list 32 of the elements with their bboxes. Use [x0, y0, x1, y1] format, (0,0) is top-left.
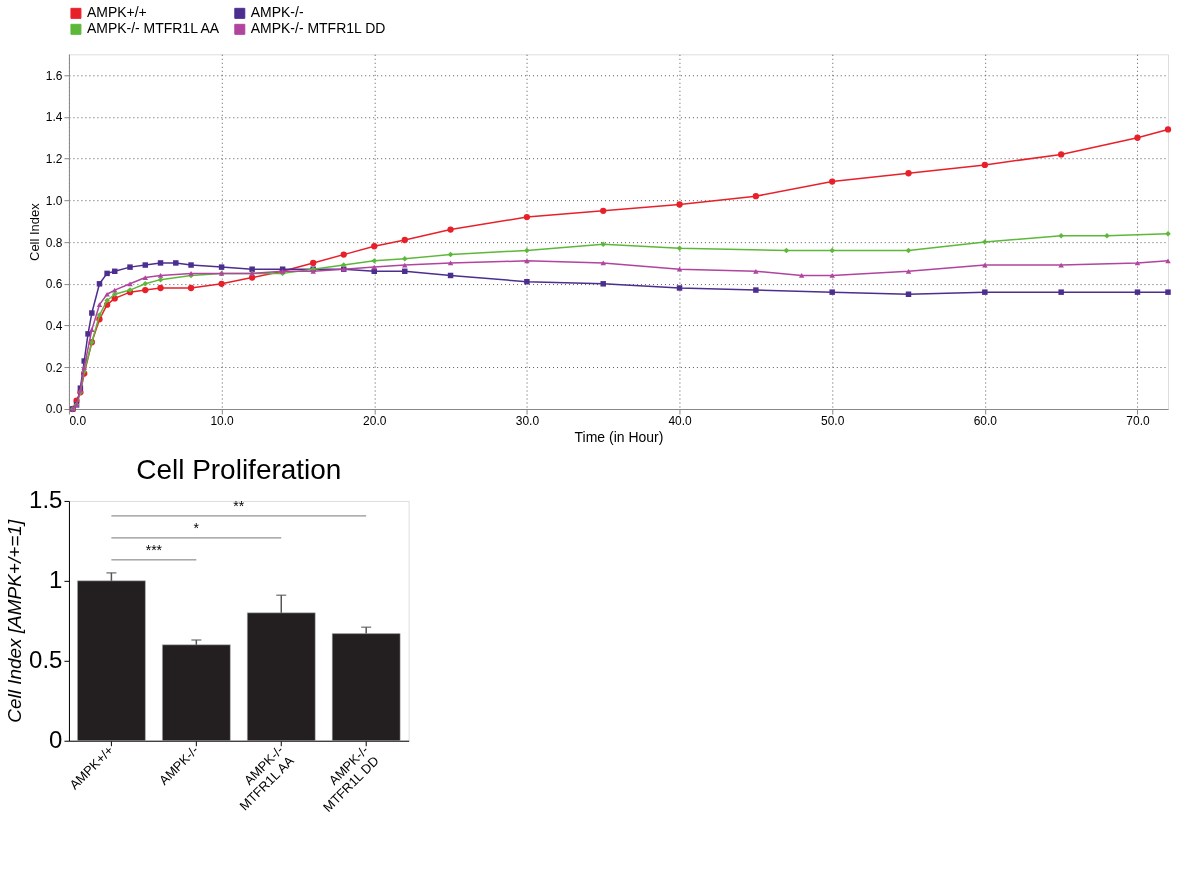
y-axis-title: Cell Index [26, 202, 42, 261]
annotation: *** [145, 541, 163, 558]
legend-label: AMPK-/- MTFR1L DD [250, 20, 386, 37]
x-axis-title: Time (in Hour) [574, 429, 664, 446]
x-tick-label: 70.0 [1126, 414, 1150, 429]
y-tick-label: 0.8 [45, 235, 63, 250]
y-tick-label: 0.5 [29, 646, 63, 674]
y-tick-label: 1.2 [45, 152, 63, 167]
y-tick-label: 0.0 [45, 402, 63, 417]
legend-label: AMPK-/- MTFR1L AA [86, 20, 220, 37]
y-tick-label: 1 [49, 566, 63, 594]
x-tick-label: 30.0 [515, 414, 540, 429]
x-tick-label: 0.0 [69, 414, 87, 429]
y-tick-label: 0.2 [45, 360, 63, 375]
x-tick-label: 40.0 [668, 414, 693, 429]
annotation: ** [233, 497, 245, 514]
y-tick-label: 0 [49, 726, 63, 754]
x-tick-label: 20.0 [363, 414, 387, 429]
chart-title: Cell Proliferation [136, 453, 342, 485]
legend-label: AMPK+/+ [86, 4, 147, 21]
y-tick-label: 0.6 [45, 277, 63, 292]
legend-label: AMPK-/- [250, 4, 304, 21]
y-tick-label: 1.4 [45, 110, 63, 125]
x-tick-label: 50.0 [821, 414, 845, 429]
y-tick-label: 0.4 [45, 319, 63, 334]
annotation: * [193, 519, 200, 536]
y-tick-label: 1.5 [29, 486, 63, 514]
x-tick-label: 60.0 [973, 414, 998, 429]
x-tick-label: 10.0 [210, 414, 235, 429]
y-tick-label: 1.0 [45, 193, 63, 208]
y-tick-label: 1.6 [45, 68, 63, 83]
y-axis-title: Cell Index [AMPK+/+=1] [4, 519, 26, 723]
